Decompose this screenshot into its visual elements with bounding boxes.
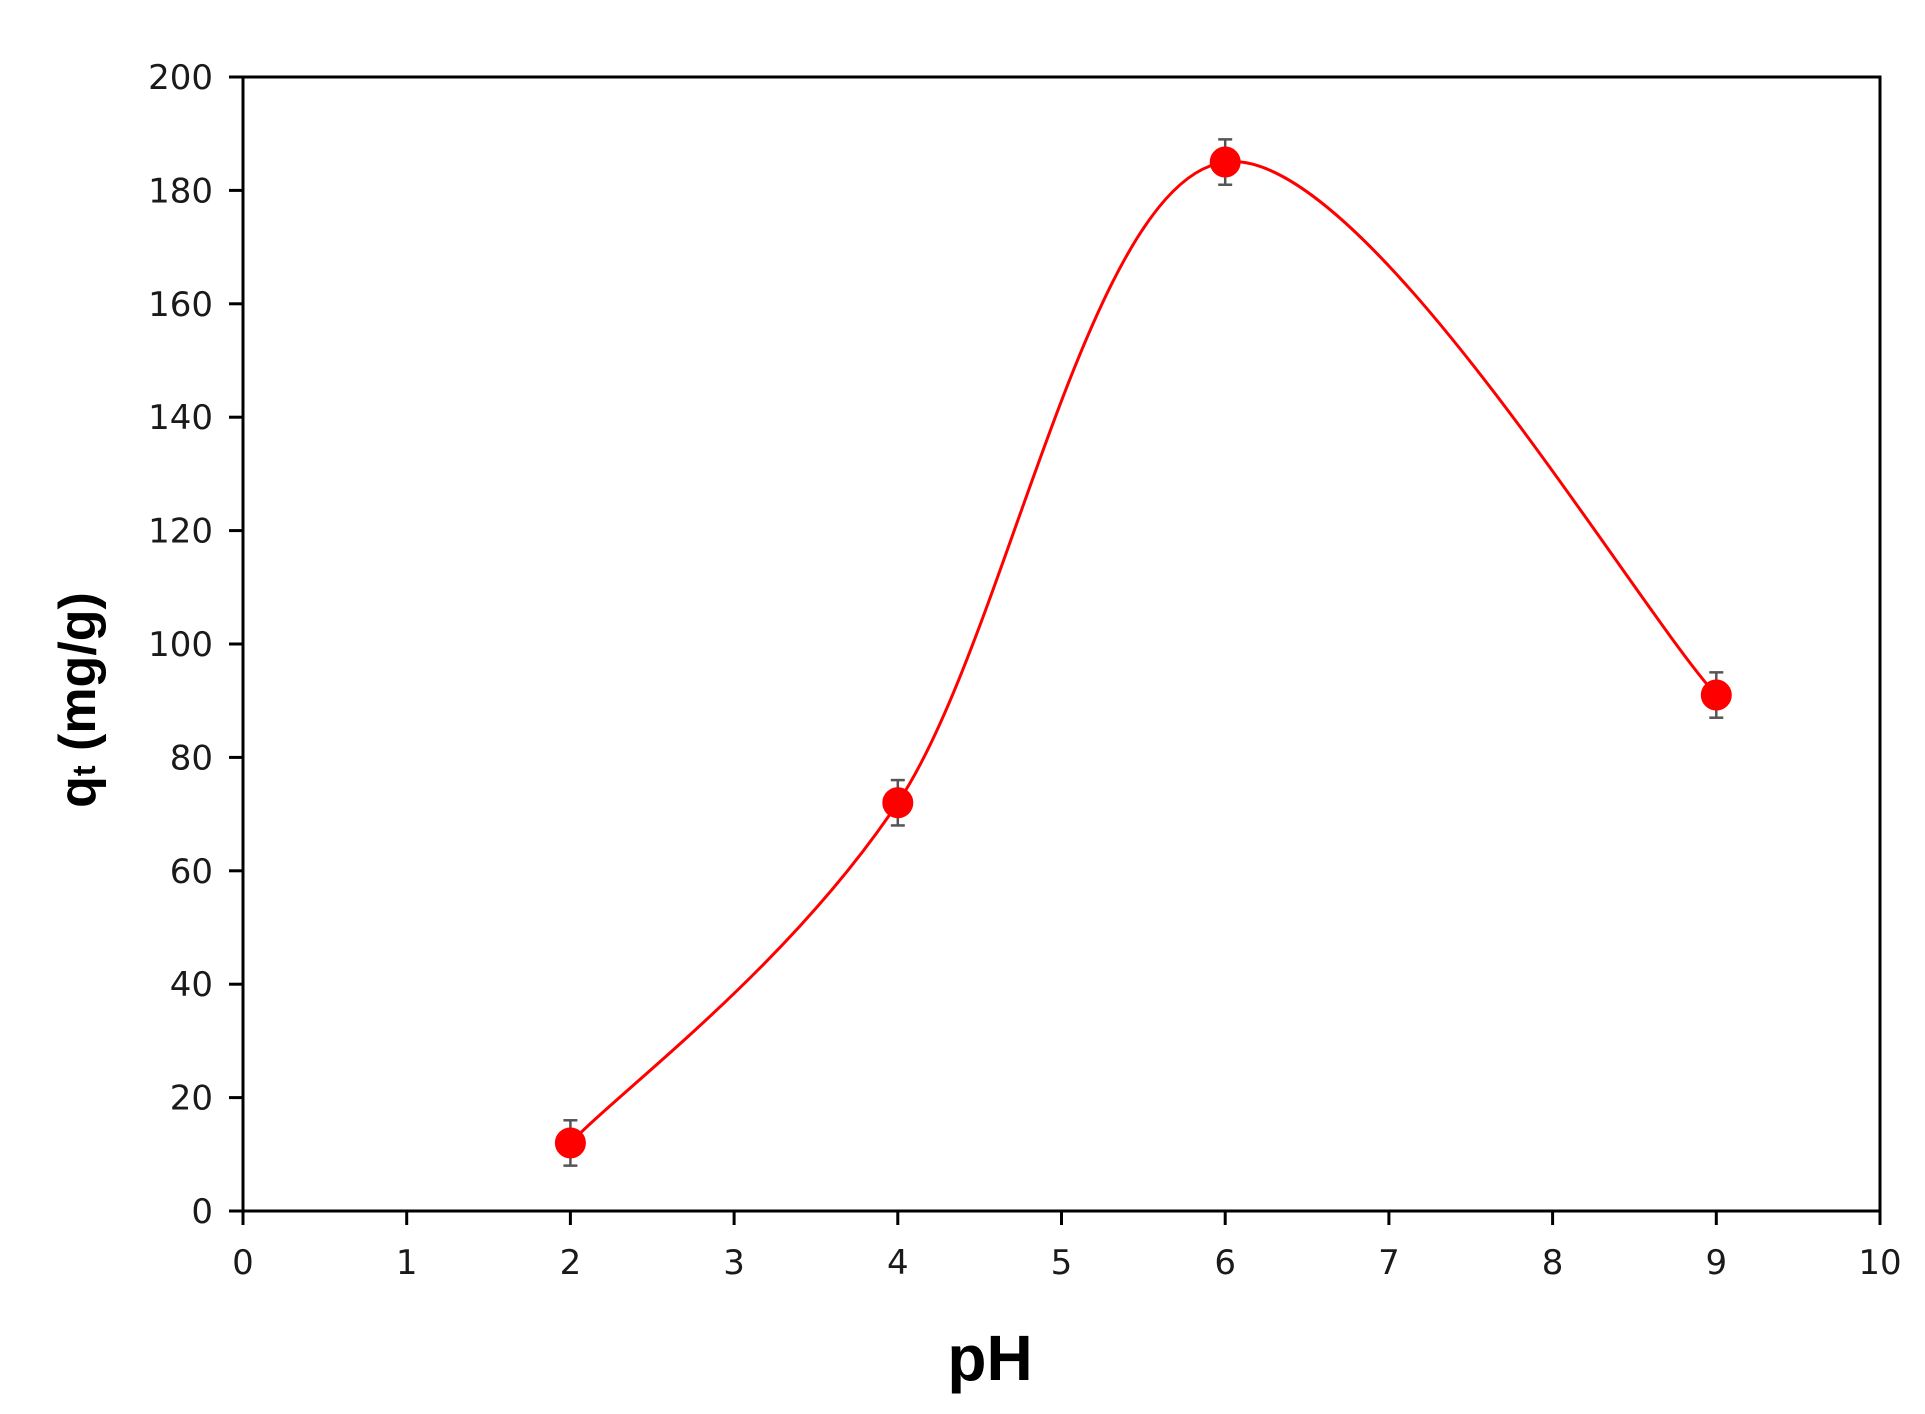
x-tick-label: 8: [1542, 1243, 1564, 1283]
y-tick-label: 40: [170, 965, 213, 1005]
fit-curve: [569, 160, 1718, 1145]
y-tick-labels: 0 20 40 60 80 100 120 140 160 180 200: [148, 58, 213, 1232]
y-axis-label: qt (mg/g): [49, 592, 107, 808]
x-tick-label: 3: [723, 1243, 745, 1283]
y-tick-label: 140: [148, 398, 213, 438]
y-tick-label: 80: [170, 738, 213, 778]
x-tick-label: 4: [887, 1243, 909, 1283]
y-tick-label: 120: [148, 512, 213, 552]
error-bars-layer: [563, 138, 1724, 1167]
x-tick-label: 2: [560, 1243, 582, 1283]
y-tick-label: 0: [191, 1192, 213, 1232]
y-axis-label-main: q: [49, 776, 107, 808]
x-tick-label: 7: [1378, 1243, 1400, 1283]
data-points-layer: [554, 146, 1732, 1159]
y-tick-label: 180: [148, 171, 213, 211]
y-tick-label: 160: [148, 285, 213, 325]
x-tick-label: 9: [1705, 1243, 1727, 1283]
x-tick-label: 5: [1051, 1243, 1073, 1283]
data-point: [1700, 679, 1732, 711]
x-tick-label: 10: [1858, 1243, 1901, 1283]
data-point: [554, 1127, 586, 1159]
data-point: [882, 787, 914, 819]
axes: [241, 75, 1882, 1213]
x-tick-label: 0: [232, 1243, 254, 1283]
data-point: [1209, 146, 1241, 178]
tick-marks: [229, 75, 1882, 1225]
plot-frame: [241, 75, 1882, 1213]
y-tick-label: 60: [170, 852, 213, 892]
x-tick-labels: 0 1 2 3 4 5 6 7 8 9 10: [232, 1243, 1901, 1283]
y-axis-label-subscript: t: [66, 765, 102, 776]
y-tick-label: 100: [148, 625, 213, 665]
y-axis-label-unit: (mg/g): [49, 592, 107, 765]
x-tick-label: 1: [396, 1243, 418, 1283]
x-axis-label: pH: [947, 1322, 1032, 1394]
x-tick-label: 6: [1214, 1243, 1236, 1283]
y-tick-label: 200: [148, 58, 213, 98]
fit-curve-layer: [569, 160, 1718, 1145]
y-tick-label: 20: [170, 1079, 213, 1119]
